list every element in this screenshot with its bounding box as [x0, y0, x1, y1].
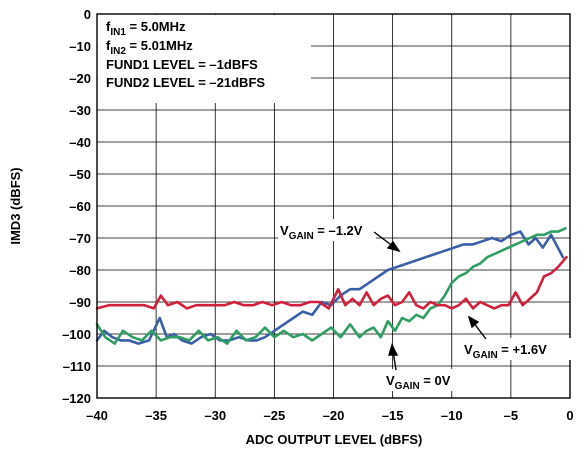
y-tick-label: –80 — [69, 263, 91, 278]
annotation-bg-pos — [462, 338, 572, 360]
y-axis-ticks: 0 –10 –20 –30 –40 –50 –60 –70 –80 –90 –100 –110 –120 — [62, 7, 91, 406]
series-line-blue — [95, 230, 565, 345]
y-tick-label: –40 — [69, 135, 91, 150]
x-tick-label: –5 — [504, 408, 518, 423]
y-tick-label: –110 — [63, 359, 91, 374]
annotation-bg-neg — [278, 219, 376, 241]
annotation-arrows — [373, 231, 487, 371]
y-tick-label: –100 — [62, 327, 91, 342]
x-tick-label: –25 — [264, 408, 286, 423]
series-group — [95, 227, 568, 345]
annotation-vgain-pos: VGAIN = +1.6V — [464, 342, 547, 361]
condition-line: FUND1 LEVEL = –1dBFS — [106, 57, 258, 72]
arrow-pos-head — [467, 315, 480, 329]
x-tick-label: –35 — [145, 408, 167, 423]
condition-line: FUND2 LEVEL = –21dBFS — [106, 75, 265, 90]
x-tick-label: –10 — [441, 408, 463, 423]
annotation-bg-zero — [383, 369, 471, 391]
arrow-zero-head — [388, 343, 399, 356]
x-tick-label: –40 — [86, 408, 108, 423]
series-line-green — [95, 227, 567, 345]
y-tick-label: –90 — [69, 295, 91, 310]
y-tick-label: –10 — [69, 39, 91, 54]
annotation-vgain-neg: VGAIN = –1.2V — [280, 223, 363, 242]
y-tick-label: –120 — [62, 391, 91, 406]
x-axis-ticks: –40 –35 –30 –25 –20 –15 –10 –5 0 — [86, 408, 573, 423]
series-line-red — [95, 255, 568, 310]
y-tick-label: –60 — [69, 199, 91, 214]
annotation-vgain-zero: VGAIN = 0V — [386, 373, 451, 392]
y-tick-label: 0 — [84, 7, 91, 22]
x-axis-title: ADC OUTPUT LEVEL (dBFS) — [246, 432, 423, 447]
condition-line: fIN2 = 5.01MHz — [106, 38, 193, 57]
plot-frame — [96, 13, 571, 399]
x-tick-label: –15 — [382, 408, 404, 423]
y-tick-label: –20 — [69, 71, 91, 86]
y-tick-label: –70 — [69, 231, 91, 246]
x-tick-label: –30 — [204, 408, 226, 423]
y-tick-label: –30 — [69, 103, 91, 118]
conditions-box — [98, 15, 311, 103]
y-axis-title: IMD3 (dBFS) — [8, 167, 23, 244]
x-tick-label: 0 — [566, 408, 573, 423]
y-tick-label: –50 — [69, 167, 91, 182]
arrow-neg-head — [386, 240, 401, 253]
x-tick-label: –20 — [323, 408, 345, 423]
condition-line: fIN1 = 5.0MHz — [106, 19, 186, 38]
